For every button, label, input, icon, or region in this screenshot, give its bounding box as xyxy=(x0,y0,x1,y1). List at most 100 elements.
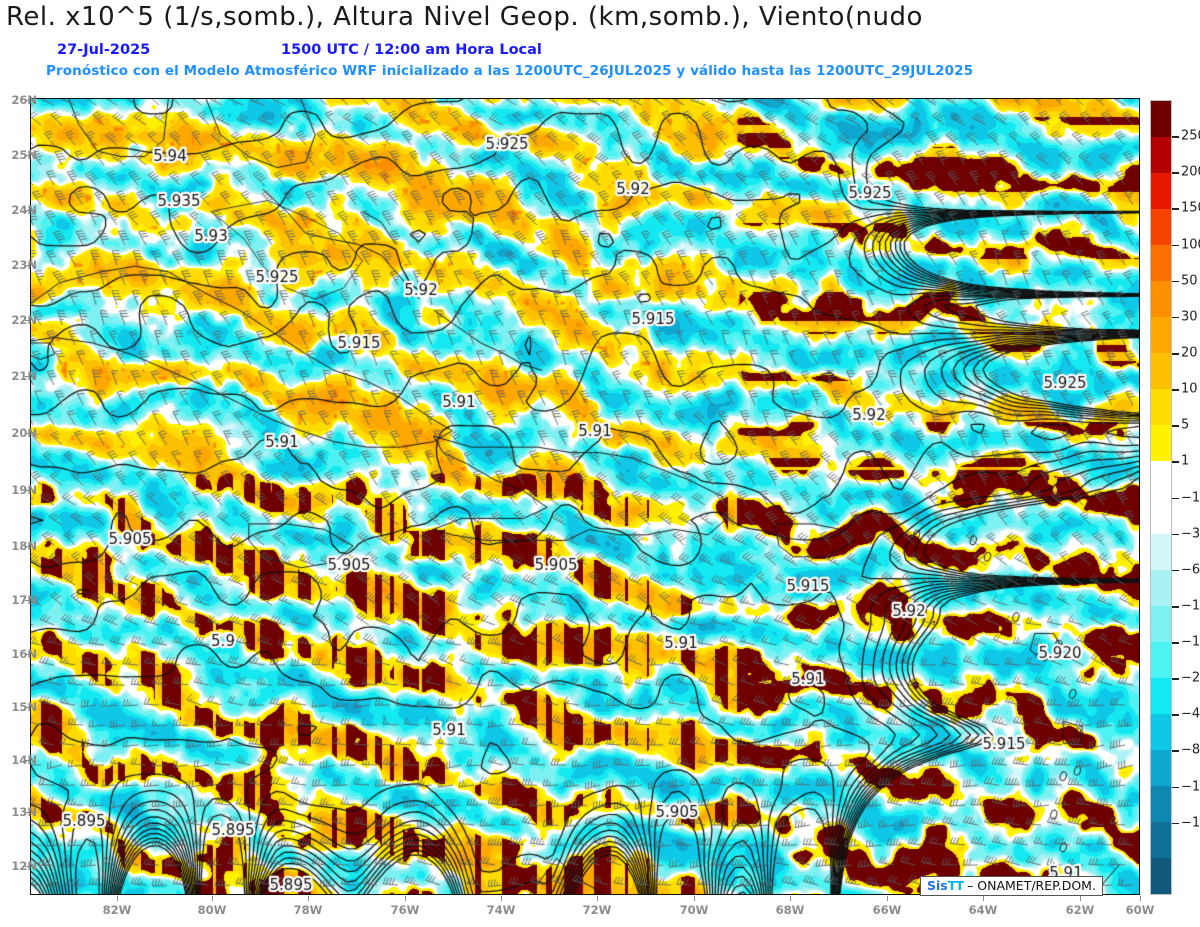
colorbar-tick xyxy=(1172,136,1179,138)
colorbar-label-0: 250 xyxy=(1181,128,1200,144)
lat-label-12N: 12N xyxy=(11,859,37,873)
colorbar-segment-6 xyxy=(1151,317,1171,354)
colorbar-segment-0 xyxy=(1151,101,1171,138)
map-plot-area[interactable] xyxy=(30,98,1140,895)
lat-tick xyxy=(25,100,30,101)
lat-label-20N: 20N xyxy=(11,426,37,440)
colorbar-label-6: 20 xyxy=(1181,345,1198,361)
forecast-time: 1500 UTC / 12:00 am Hora Local xyxy=(281,42,542,58)
lat-label-21N: 21N xyxy=(11,369,37,383)
lat-label-19N: 19N xyxy=(11,483,37,497)
lat-tick xyxy=(25,490,30,491)
model-description: Pronóstico con el Modelo Atmosférico WRF… xyxy=(46,63,974,79)
lon-tick xyxy=(694,896,695,901)
colorbar-segment-8 xyxy=(1151,389,1171,426)
lon-label-66W: 66W xyxy=(872,903,902,917)
lat-label-25N: 25N xyxy=(11,148,37,162)
colorbar-label-12: −6 xyxy=(1181,562,1200,578)
lon-label-60W: 60W xyxy=(1125,903,1155,917)
colorbar-label-8: 5 xyxy=(1181,417,1190,433)
organization-label: – ONAMET/REP.DOM. xyxy=(967,878,1096,893)
colorbar-label-5: 30 xyxy=(1181,309,1198,325)
lon-label-64W: 64W xyxy=(968,903,998,917)
colorbar-segment-17 xyxy=(1151,713,1171,750)
colorbar-segment-19 xyxy=(1151,785,1171,822)
lon-label-80W: 80W xyxy=(197,903,227,917)
lat-label-16N: 16N xyxy=(11,647,37,661)
colorbar-tick xyxy=(1172,208,1179,210)
lon-tick xyxy=(212,896,213,901)
attribution-badge: SisTT – ONAMET/REP.DOM. xyxy=(920,876,1103,896)
colorbar-tick xyxy=(1172,389,1179,391)
lon-tick xyxy=(501,896,502,901)
colorbar-tick xyxy=(1172,642,1179,644)
colorbar-tick xyxy=(1172,786,1179,789)
colorbar-label-13: −12 xyxy=(1181,598,1200,614)
colorbar-segment-3 xyxy=(1151,209,1171,246)
colorbar-segment-16 xyxy=(1151,677,1171,714)
lon-label-74W: 74W xyxy=(486,903,516,917)
colorbar[interactable] xyxy=(1150,100,1172,895)
colorbar-tick xyxy=(1172,425,1179,427)
lat-label-23N: 23N xyxy=(11,258,37,272)
colorbar-segment-11 xyxy=(1151,497,1171,534)
lat-tick xyxy=(25,707,30,708)
colorbar-segment-21 xyxy=(1151,857,1171,895)
colorbar-label-1: 200 xyxy=(1181,164,1200,180)
lat-label-13N: 13N xyxy=(11,805,37,819)
colorbar-label-3: 100 xyxy=(1181,237,1200,253)
weather-map-canvas xyxy=(31,99,1139,894)
lat-tick xyxy=(25,866,30,867)
colorbar-segment-18 xyxy=(1151,749,1171,786)
lon-tick xyxy=(308,896,309,901)
colorbar-tick xyxy=(1172,497,1179,500)
colorbar-tick xyxy=(1172,533,1179,536)
lat-label-26N: 26N xyxy=(11,93,37,107)
colorbar-label-7: 10 xyxy=(1181,381,1198,397)
lat-tick xyxy=(25,265,30,266)
colorbar-segment-12 xyxy=(1151,533,1171,570)
colorbar-segment-14 xyxy=(1151,605,1171,642)
lon-label-68W: 68W xyxy=(775,903,805,917)
lat-tick xyxy=(25,320,30,321)
lon-tick xyxy=(597,896,598,901)
colorbar-label-2: 150 xyxy=(1181,200,1200,216)
lat-label-18N: 18N xyxy=(11,539,37,553)
lon-label-78W: 78W xyxy=(293,903,323,917)
colorbar-label-14: −18 xyxy=(1181,634,1200,650)
colorbar-tick xyxy=(1172,280,1179,283)
lon-label-82W: 82W xyxy=(102,903,132,917)
tt-logo-text: TT xyxy=(947,878,964,893)
lat-label-15N: 15N xyxy=(11,700,37,714)
colorbar-segment-20 xyxy=(1151,821,1171,858)
lat-tick xyxy=(25,433,30,434)
colorbar-label-19: −160 xyxy=(1181,815,1200,831)
lat-tick xyxy=(25,210,30,211)
colorbar-tick xyxy=(1172,822,1179,825)
colorbar-label-15: −26 xyxy=(1181,670,1200,686)
colorbar-tick xyxy=(1172,316,1179,319)
lat-tick xyxy=(25,760,30,761)
colorbar-tick xyxy=(1172,569,1179,572)
colorbar-label-4: 50 xyxy=(1181,273,1198,289)
colorbar-segment-13 xyxy=(1151,569,1171,606)
lon-tick xyxy=(1140,896,1141,901)
lat-tick xyxy=(25,155,30,156)
colorbar-label-17: −80 xyxy=(1181,742,1200,758)
forecast-date: 27-Jul-2025 xyxy=(57,42,151,58)
colorbar-segment-2 xyxy=(1151,173,1171,210)
lon-label-70W: 70W xyxy=(679,903,709,917)
colorbar-segment-4 xyxy=(1151,245,1171,282)
colorbar-tick xyxy=(1172,172,1179,174)
colorbar-label-18: −120 xyxy=(1181,779,1200,795)
colorbar-label-9: 1 xyxy=(1181,453,1190,469)
colorbar-tick xyxy=(1172,605,1179,608)
colorbar-segment-15 xyxy=(1151,641,1171,678)
colorbar-label-11: −3 xyxy=(1181,526,1200,542)
lon-tick xyxy=(983,896,984,901)
colorbar-segment-1 xyxy=(1151,137,1171,174)
page-title: Rel. x10^5 (1/s,somb.), Altura Nivel Geo… xyxy=(6,2,923,32)
lon-label-76W: 76W xyxy=(390,903,420,917)
lat-label-22N: 22N xyxy=(11,313,37,327)
colorbar-segment-10 xyxy=(1151,461,1171,498)
